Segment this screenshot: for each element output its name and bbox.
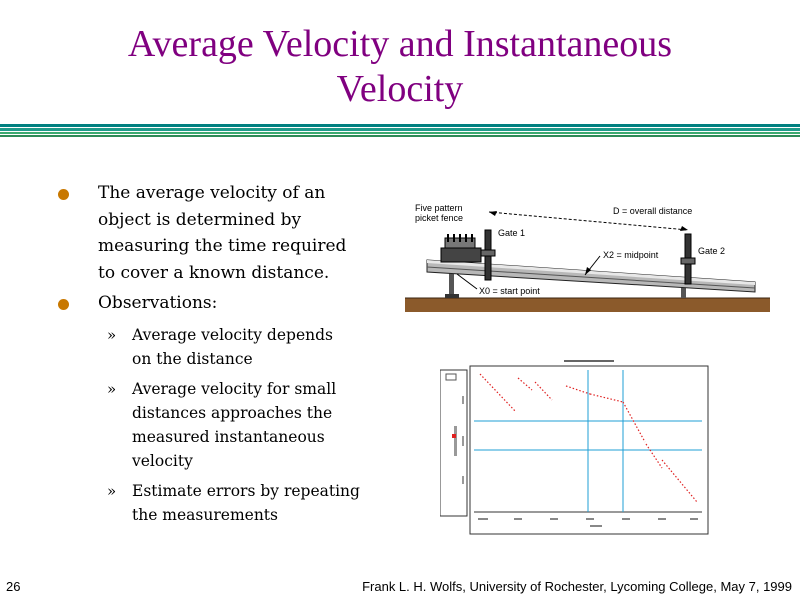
- label-gate-1: Gate 1: [498, 228, 525, 238]
- ground: [405, 298, 770, 312]
- sub-bullet-marker: »: [107, 481, 117, 500]
- cart: [440, 247, 482, 263]
- bullet-text: The average velocity of an: [98, 183, 326, 203]
- sub-bullet-text: distances approaches the: [132, 403, 333, 422]
- label-fence-1: Five pattern: [415, 203, 463, 213]
- sub-bullet-item: » Average velocity depends on the distan…: [58, 323, 393, 371]
- track-support-right: [681, 286, 686, 298]
- bullet-dot-icon: [58, 299, 69, 310]
- sub-bullet-text: Average velocity for small: [132, 379, 337, 398]
- label-distance: D = overall distance: [613, 206, 692, 216]
- slide-title-line-2: Velocity: [336, 68, 464, 110]
- sub-bullet-item: » Average velocity for small distances a…: [58, 377, 393, 473]
- slide-number: 26: [6, 579, 21, 594]
- bullet-text: to cover a known distance.: [98, 262, 330, 283]
- sub-bullet-item: » Estimate errors by repeating the measu…: [58, 479, 393, 527]
- distance-arrow: [488, 211, 689, 231]
- bullet-text: object is determined by: [98, 209, 302, 230]
- sub-bullet-marker: »: [107, 325, 117, 344]
- track-support-left: [449, 270, 454, 298]
- label-gate-2: Gate 2: [698, 246, 725, 256]
- bullet-item: The average velocity of an object is det…: [58, 180, 393, 286]
- velocity-graph-image: [440, 356, 712, 538]
- slide-title-line-1: Average Velocity and Instantaneous: [127, 23, 673, 65]
- sub-bullet-text: Average velocity depends: [132, 325, 333, 344]
- bullet-text: measuring the time required: [98, 236, 347, 256]
- label-fence-2: picket fence: [415, 213, 463, 223]
- sub-bullet-text: measured instantaneous: [132, 427, 325, 446]
- bullet-dot-icon: [58, 189, 69, 200]
- sub-bullet-text: velocity: [132, 451, 193, 470]
- bullet-list: The average velocity of an object is det…: [58, 180, 393, 527]
- slide-footer: Frank L. H. Wolfs, University of Rochest…: [362, 579, 792, 594]
- bullet-item: Observations:: [58, 290, 393, 317]
- bullet-text: Observations:: [98, 293, 218, 313]
- label-start: X0 = start point: [479, 286, 540, 296]
- title-divider: [0, 124, 800, 137]
- label-midpoint: X2 = midpoint: [603, 250, 659, 260]
- sub-bullet-text: on the distance: [132, 349, 253, 368]
- sub-bullet-text: the measurements: [132, 505, 278, 524]
- slide-title: Average Velocity and Instantaneous Veloc…: [0, 22, 800, 112]
- sub-bullet-text: Estimate errors by repeating: [132, 481, 360, 500]
- air-track-diagram: Five pattern picket fence D = overall di…: [405, 203, 770, 312]
- start-arrow: [456, 273, 478, 290]
- sub-bullet-marker: »: [107, 379, 117, 398]
